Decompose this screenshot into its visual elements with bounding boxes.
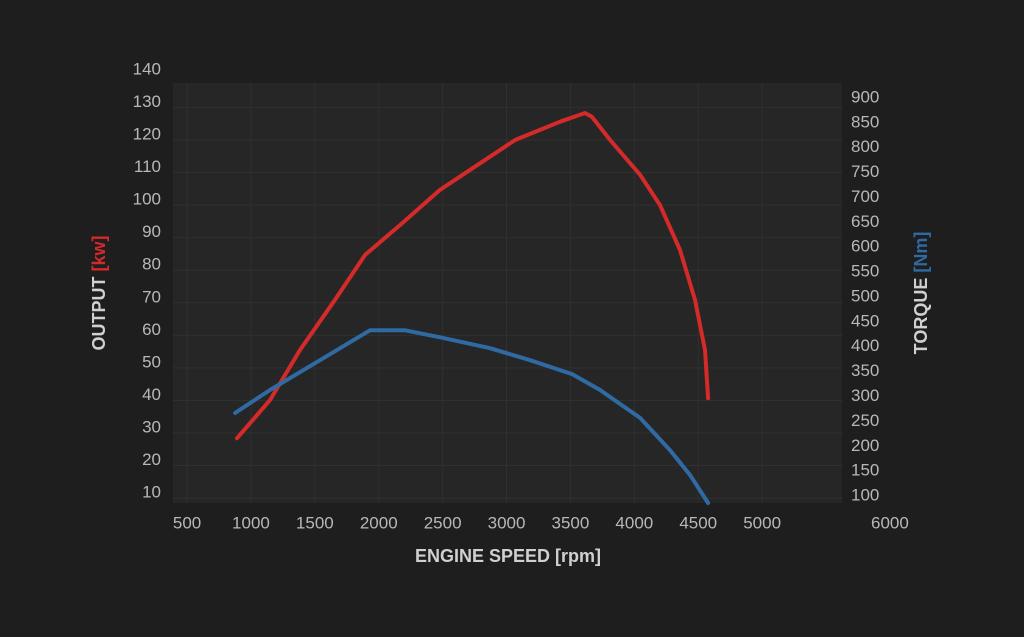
y2-tick-label: 400: [851, 336, 879, 355]
y-tick-label: 40: [142, 385, 161, 404]
x-tick-label: 500: [173, 513, 201, 532]
x-tick-label: 2500: [424, 513, 462, 532]
y2-axis-title: TORQUE [Nm]: [911, 232, 931, 355]
x-tick-label: 4000: [615, 513, 653, 532]
y-tick-label: 50: [142, 352, 161, 371]
y-tick-label: 110: [134, 157, 161, 176]
y2-label: TORQUE: [911, 278, 931, 355]
grid: [173, 83, 842, 503]
y-tick-label: 70: [142, 287, 161, 306]
x-tick-label: 4500: [679, 513, 717, 532]
series-line: [233, 328, 711, 505]
y2-tick-label: 800: [851, 137, 879, 156]
x-tick-label: 1500: [296, 513, 334, 532]
x-tick-label: 2000: [360, 513, 398, 532]
y2-tick-label: 150: [851, 461, 879, 480]
x-tick-label: 1000: [232, 513, 270, 532]
y-tick-label: 140: [133, 59, 161, 78]
x-tick-label: 6000: [871, 513, 909, 532]
y-unit: [kw]: [89, 235, 109, 271]
y-tick-label: 30: [142, 417, 161, 436]
y2-tick-label: 900: [851, 87, 879, 106]
y-tick-label: 20: [142, 450, 161, 469]
y-tick-label: 80: [142, 255, 161, 274]
y2-tick-label: 450: [851, 311, 879, 330]
y-tick-label: 100: [133, 190, 161, 209]
y-tick-label: 10: [142, 483, 161, 502]
x-axis-title: ENGINE SPEED [rpm]: [415, 546, 601, 566]
y2-unit: [Nm]: [911, 232, 931, 273]
y2-tick-label: 850: [851, 112, 879, 131]
y2-tick-label: 100: [851, 486, 879, 505]
y2-tick-label: 700: [851, 187, 879, 206]
y2-tick-label: 300: [851, 386, 879, 405]
y2-tick-label: 500: [851, 286, 879, 305]
x-tick-label: 3500: [552, 513, 590, 532]
y-tick-label: 130: [133, 92, 161, 111]
y-tick-label: 60: [142, 320, 161, 339]
y2-tick-label: 250: [851, 411, 879, 430]
y2-tick-label: 350: [851, 361, 879, 380]
y-label: OUTPUT: [89, 277, 109, 351]
series-line: [235, 111, 711, 441]
y2-tick-label: 750: [851, 162, 879, 181]
y-tick-label: 90: [142, 222, 161, 241]
x-tick-label: 3000: [488, 513, 526, 532]
y2-tick-label: 200: [851, 436, 879, 455]
y2-tick-label: 600: [851, 237, 879, 256]
y-axis-title: OUTPUT [kw]: [89, 235, 109, 350]
y-tick-label: 120: [133, 124, 161, 143]
y2-tick-label: 650: [851, 212, 879, 231]
x-tick-label: 5000: [743, 513, 781, 532]
y2-tick-label: 550: [851, 262, 879, 281]
